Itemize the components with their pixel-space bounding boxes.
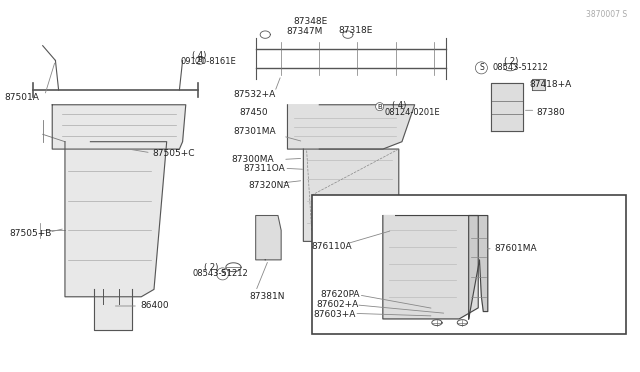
Text: 08124-0201E: 08124-0201E — [384, 108, 440, 117]
Polygon shape — [383, 215, 478, 319]
Text: ( 4): ( 4) — [192, 51, 207, 60]
Text: 08543-51212: 08543-51212 — [493, 63, 548, 72]
Polygon shape — [93, 289, 132, 330]
Polygon shape — [468, 215, 488, 319]
Polygon shape — [52, 105, 186, 149]
Text: ( 2): ( 2) — [504, 57, 518, 67]
Text: 87301MA: 87301MA — [234, 127, 276, 136]
Polygon shape — [491, 83, 523, 131]
Polygon shape — [287, 105, 415, 149]
Text: 876110A: 876110A — [312, 243, 352, 251]
Text: 87300MA: 87300MA — [232, 155, 274, 164]
Polygon shape — [65, 142, 166, 297]
Text: 3870007 S: 3870007 S — [586, 10, 627, 19]
Polygon shape — [532, 79, 545, 90]
Text: ( 2): ( 2) — [204, 263, 218, 272]
Text: 87602+A: 87602+A — [316, 300, 358, 310]
Text: 86400: 86400 — [140, 301, 168, 311]
Text: B: B — [378, 104, 382, 110]
Text: 87603+A: 87603+A — [313, 310, 355, 319]
Text: 87505+C: 87505+C — [153, 149, 195, 158]
Text: B: B — [197, 57, 202, 64]
Text: ( 4): ( 4) — [392, 102, 407, 110]
Text: 87381N: 87381N — [250, 292, 285, 301]
Text: 87347M: 87347M — [286, 27, 323, 36]
Text: 87380: 87380 — [537, 108, 566, 118]
Polygon shape — [303, 149, 399, 241]
Text: 87311OA: 87311OA — [243, 164, 285, 173]
Text: S: S — [479, 63, 484, 72]
Text: 87601MA: 87601MA — [494, 244, 537, 253]
Text: 08543-51212: 08543-51212 — [192, 269, 248, 278]
Text: 87501A: 87501A — [4, 93, 40, 102]
Text: 87505+B: 87505+B — [9, 230, 51, 238]
Text: 87450: 87450 — [240, 108, 268, 118]
Text: S: S — [220, 269, 225, 278]
Text: 87620PA: 87620PA — [321, 291, 360, 299]
Text: 87600MA: 87600MA — [383, 301, 426, 311]
Text: 87532+A: 87532+A — [234, 90, 276, 99]
Polygon shape — [256, 215, 281, 260]
Text: 87320NA: 87320NA — [248, 182, 289, 190]
Text: 87418+A: 87418+A — [529, 80, 572, 89]
Text: 09120-8161E: 09120-8161E — [180, 57, 236, 67]
Text: 87348E: 87348E — [294, 17, 328, 26]
Text: 87318E: 87318E — [339, 26, 372, 35]
FancyBboxPatch shape — [312, 195, 627, 334]
